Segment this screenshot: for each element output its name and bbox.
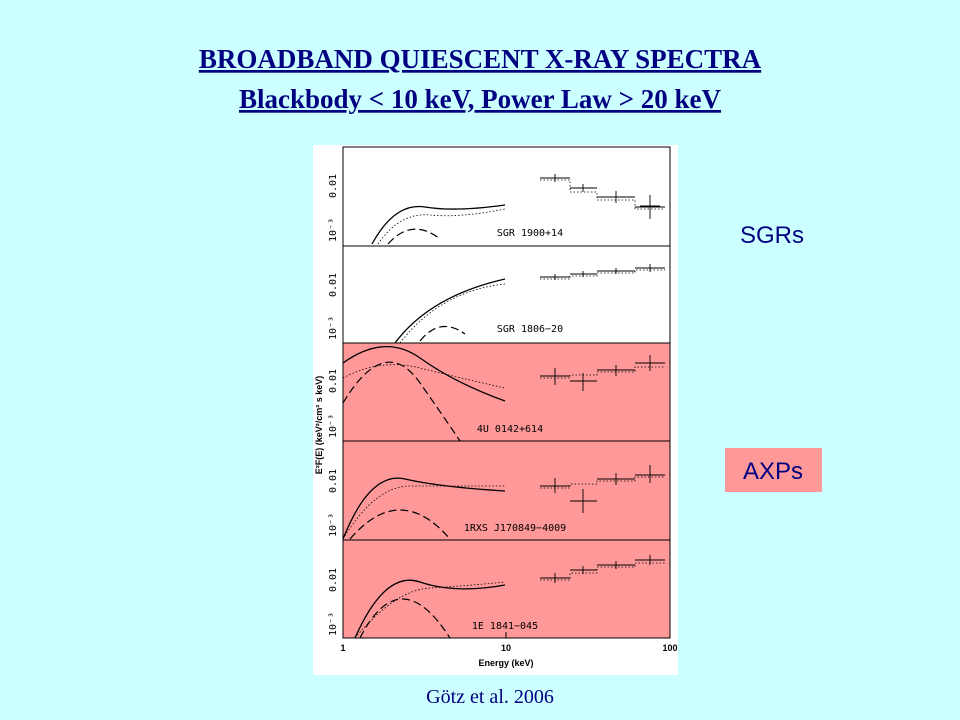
slide-title: BROADBAND QUIESCENT X-RAY SPECTRA	[199, 44, 762, 74]
y-tick-label: 10⁻³	[328, 414, 339, 438]
y-tick-label: 10⁻³	[328, 218, 339, 242]
y-tick-label: 0.01	[328, 273, 339, 297]
panel-frames	[342, 146, 671, 639]
y-tick-label: 10⁻³	[328, 316, 339, 340]
citation: Götz et al. 2006	[426, 686, 554, 708]
x-tick-label: 100	[662, 643, 677, 653]
x-tick-label: 10	[501, 643, 511, 653]
axp-label-box	[725, 448, 822, 492]
x-tick-label: 1	[340, 643, 345, 653]
panel-label: 1RXS J170849−4009	[464, 523, 566, 534]
panel-curves	[342, 346, 665, 442]
y-tick-label: 10⁻³	[328, 513, 339, 537]
y-tick-label: 0.01	[328, 174, 339, 198]
panel-label: SGR 1900+14	[497, 228, 563, 239]
axp-highlight	[343, 343, 670, 638]
sgr-label: SGRs	[740, 222, 804, 249]
panel-curves	[371, 174, 665, 245]
y-tick-label: 10⁻³	[328, 612, 339, 636]
y-tick-label: 0.01	[328, 568, 339, 592]
slide-subtitle: Blackbody < 10 keV, Power Law > 20 keV	[239, 84, 722, 114]
panel-curves	[342, 465, 665, 540]
panel-curves	[394, 264, 665, 344]
panel-label: 1E 1841−045	[472, 621, 538, 632]
x-axis-label: Energy (keV)	[478, 658, 533, 668]
panel-label: 4U 0142+614	[477, 424, 543, 435]
panel-label: SGR 1806−20	[497, 324, 563, 335]
y-axis-label: E²F(E) (keV²/cm² s keV)	[314, 376, 324, 475]
panel-texts: SGR 1900+14 SGR 1806−20 4U 0142+614 1RXS…	[314, 174, 678, 668]
y-tick-label: 0.01	[328, 469, 339, 493]
y-tick-label: 0.01	[328, 369, 339, 393]
panel-curves	[354, 555, 665, 639]
axp-label: AXPs	[743, 458, 803, 485]
